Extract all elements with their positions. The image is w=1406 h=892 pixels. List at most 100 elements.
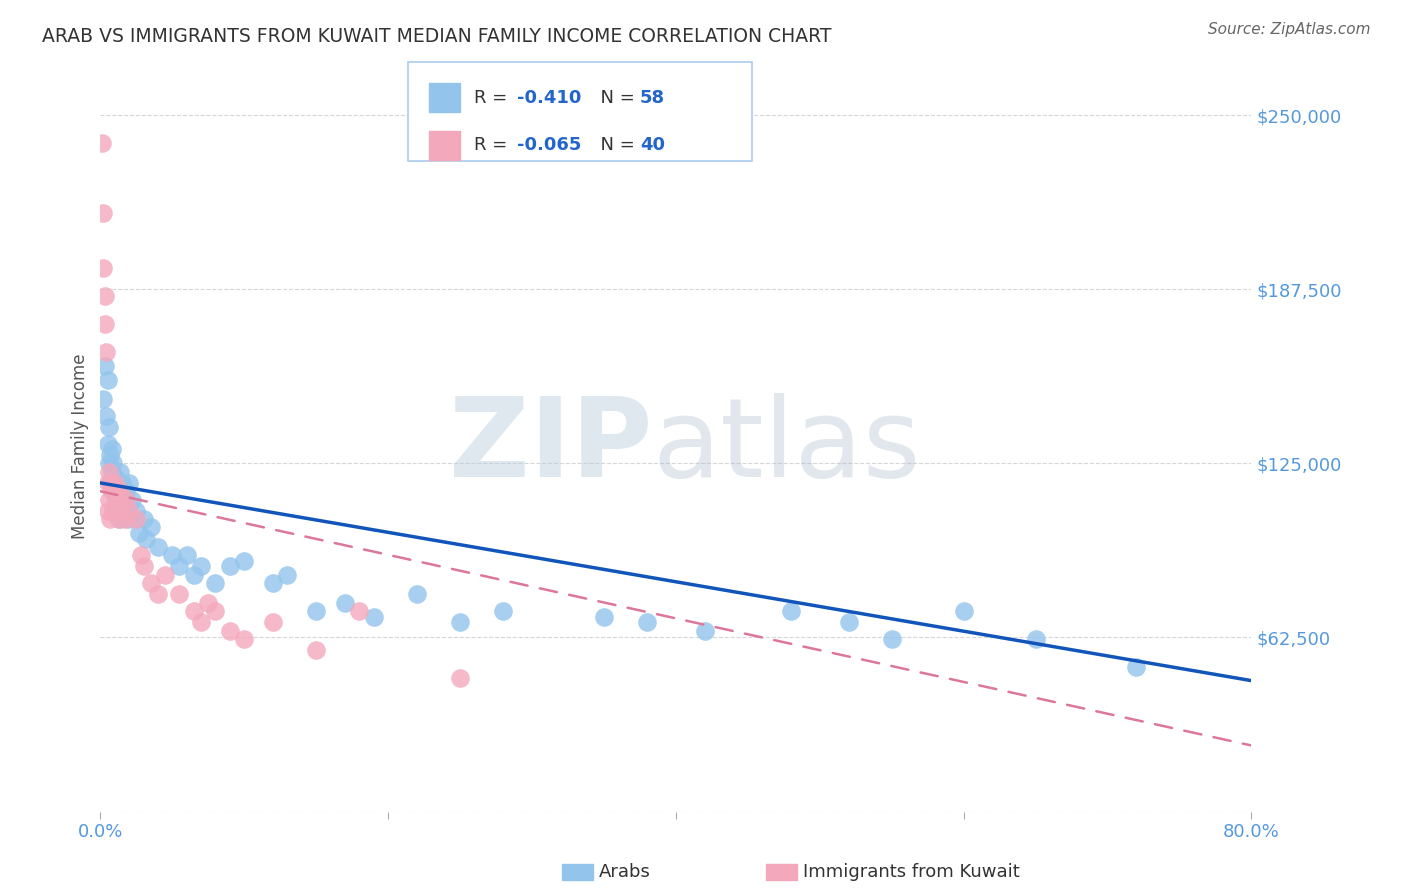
Text: -0.410: -0.410 (517, 88, 582, 107)
Point (117, 512, 139, 526)
Point (101, 465, 124, 479)
Point (183, 567, 205, 582)
Point (139, 520, 162, 534)
Point (93, 289, 115, 303)
Point (190, 615, 212, 629)
Point (121, 492, 143, 507)
Point (115, 492, 138, 507)
Point (204, 576, 226, 591)
Point (305, 604, 328, 618)
Point (103, 457, 125, 471)
Point (449, 615, 471, 629)
Point (98, 457, 121, 471)
Point (100, 475, 122, 490)
Point (780, 604, 803, 618)
Point (449, 671, 471, 685)
Point (593, 609, 616, 624)
Point (110, 484, 132, 499)
Point (305, 643, 328, 657)
Point (90, 136, 112, 150)
Point (838, 615, 860, 629)
Point (112, 492, 135, 507)
Point (162, 549, 184, 563)
Point (93, 317, 115, 331)
Point (1025, 632, 1047, 646)
Point (197, 596, 219, 610)
Text: N =: N = (589, 88, 641, 107)
Point (636, 615, 658, 629)
Text: ZIP: ZIP (450, 393, 652, 500)
Y-axis label: Median Family Income: Median Family Income (72, 354, 89, 540)
Point (94, 345, 117, 359)
Point (146, 587, 169, 601)
Point (262, 576, 284, 591)
Point (190, 559, 212, 574)
Point (125, 504, 148, 518)
Point (107, 484, 129, 499)
Point (105, 475, 128, 490)
Point (1125, 659, 1147, 673)
Text: atlas: atlas (652, 393, 921, 500)
Point (91, 261, 114, 276)
Point (114, 512, 136, 526)
Point (204, 604, 226, 618)
Point (108, 512, 131, 526)
Point (233, 554, 256, 568)
Text: ARAB VS IMMIGRANTS FROM KUWAIT MEDIAN FAMILY INCOME CORRELATION CHART: ARAB VS IMMIGRANTS FROM KUWAIT MEDIAN FA… (42, 27, 832, 45)
Point (132, 512, 155, 526)
Point (96, 373, 118, 387)
Point (111, 475, 134, 490)
Point (169, 559, 191, 574)
Point (115, 484, 138, 499)
Point (98, 420, 121, 434)
Point (146, 540, 169, 554)
Point (103, 504, 125, 518)
Point (107, 492, 129, 507)
Point (218, 559, 240, 574)
Point (363, 609, 385, 624)
Point (349, 604, 371, 618)
Point (98, 492, 121, 507)
Point (333, 596, 356, 610)
Point (176, 549, 198, 563)
Point (128, 526, 150, 541)
Point (952, 604, 974, 618)
Point (406, 587, 429, 601)
Point (105, 484, 128, 499)
Point (98, 465, 121, 479)
Point (183, 604, 205, 618)
Point (233, 632, 256, 646)
Point (110, 465, 132, 479)
Point (96, 475, 118, 490)
Point (103, 484, 125, 499)
Point (218, 624, 240, 638)
Point (111, 498, 134, 512)
Text: R =: R = (474, 136, 513, 154)
Point (100, 475, 122, 490)
Text: R =: R = (474, 88, 513, 107)
Point (93, 359, 115, 373)
Point (169, 587, 191, 601)
Point (91, 206, 114, 220)
Point (125, 512, 148, 526)
Point (132, 559, 155, 574)
Point (262, 615, 284, 629)
Point (139, 576, 162, 591)
Point (104, 504, 127, 518)
Point (693, 624, 716, 638)
Point (135, 532, 157, 546)
Text: Immigrants from Kuwait: Immigrants from Kuwait (803, 863, 1019, 881)
Text: -0.065: -0.065 (517, 136, 582, 154)
Point (153, 567, 176, 582)
Point (91, 392, 114, 407)
Point (96, 437, 118, 451)
Point (94, 409, 117, 423)
Point (105, 492, 128, 507)
Text: 40: 40 (640, 136, 665, 154)
Point (118, 504, 141, 518)
Point (108, 512, 131, 526)
Point (114, 504, 136, 518)
Text: Source: ZipAtlas.com: Source: ZipAtlas.com (1208, 22, 1371, 37)
Point (100, 448, 122, 462)
Text: Arabs: Arabs (599, 863, 651, 881)
